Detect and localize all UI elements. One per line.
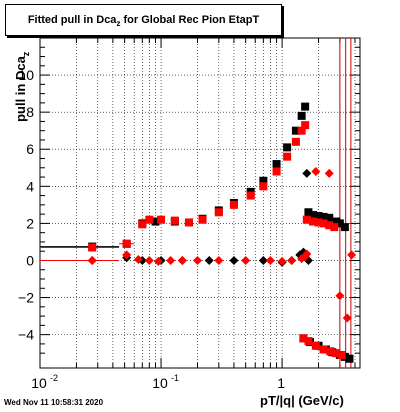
chart-title: Fitted pull in Dcaz for Global Rec Pion … [5, 4, 282, 36]
data-point-square [330, 223, 339, 232]
data-point-square [319, 219, 328, 228]
data-point-square [319, 212, 328, 221]
data-point-square [297, 111, 306, 120]
data-point-diamond [87, 255, 97, 265]
y-tick-label: 8 [26, 104, 34, 120]
data-point-square [151, 217, 160, 226]
data-point-diamond [311, 166, 321, 176]
data-point-diamond [133, 255, 143, 265]
data-point-diamond [324, 168, 334, 178]
data-point-diamond [277, 256, 287, 266]
data-point-diamond [177, 255, 187, 265]
data-point-diamond [342, 313, 352, 323]
data-point-diamond [214, 255, 224, 265]
data-point-square [138, 220, 147, 229]
data-point-square [145, 215, 154, 224]
data-point-diamond [335, 291, 345, 301]
y-tick-label: 0 [26, 252, 34, 268]
data-point-square [122, 239, 131, 248]
data-point-diamond [265, 255, 275, 265]
data-point-square [291, 137, 300, 146]
data-point-square [304, 337, 313, 346]
data-point-square [301, 102, 310, 111]
data-point-square [335, 219, 344, 228]
plot-frame [39, 37, 361, 369]
timestamp: Wed Nov 11 10:58:31 2020 [4, 398, 104, 407]
data-point-square [291, 126, 300, 135]
data-point-square [301, 121, 310, 130]
data-point-square [304, 208, 313, 217]
data-point-square [302, 215, 311, 224]
x-tick-label-exponent: -1 [171, 373, 179, 383]
data-point-square [259, 176, 268, 185]
data-point-diamond [166, 255, 176, 265]
data-point-square [325, 213, 334, 222]
x-tick-label: 1 [277, 375, 285, 391]
data-point-diamond [302, 249, 312, 259]
data-point-square [337, 351, 346, 360]
data-point-diamond [241, 255, 251, 265]
y-tick-label: 6 [26, 141, 34, 157]
y-tick-label: 2 [26, 215, 34, 231]
data-point-diamond [258, 255, 268, 265]
data-point-square [272, 160, 281, 169]
data-point-square [309, 217, 318, 226]
data-point-diamond [192, 255, 202, 265]
x-tick-label: 10 [152, 375, 168, 391]
data-point-square [283, 152, 292, 161]
data-point-square [184, 218, 193, 227]
data-point-square [345, 354, 354, 363]
data-point-square [88, 243, 97, 252]
data-point-square [157, 215, 166, 224]
data-point-square [332, 349, 341, 358]
data-point-square [214, 208, 223, 217]
data-point-square [198, 215, 207, 224]
data-point-square [299, 334, 308, 343]
y-tick-label: −2 [18, 290, 34, 306]
data-point-square [325, 221, 334, 230]
data-point-square [319, 345, 328, 354]
data-point-diamond [229, 255, 239, 265]
y-tick-label: 10 [18, 67, 34, 83]
data-point-square [326, 347, 335, 356]
data-point-diamond [302, 168, 312, 178]
data-point-diamond [153, 256, 163, 266]
data-point-square [229, 200, 238, 209]
data-point-square [283, 143, 292, 152]
data-point-square [246, 191, 255, 200]
y-tick-label: −4 [18, 327, 34, 343]
x-tick-label-exponent: -2 [50, 373, 58, 383]
data-point-square [311, 341, 320, 350]
x-tick-label: 10 [31, 375, 47, 391]
data-point-square [309, 211, 318, 220]
data-point-square [314, 211, 323, 220]
data-point-square [259, 182, 268, 191]
data-point-diamond [204, 255, 214, 265]
x-axis-label: pT/|q| (GeV/c) [260, 393, 344, 408]
y-tick-label: 4 [26, 178, 34, 194]
y-axis-label: pull in Dcaz [13, 51, 31, 122]
data-point-diamond [122, 250, 132, 260]
data-point-square [314, 218, 323, 227]
data-point-diamond [347, 250, 357, 260]
data-point-diamond [287, 255, 297, 265]
data-point-diamond [144, 255, 154, 265]
data-point-square [340, 223, 349, 232]
data-point-square [170, 216, 179, 225]
data-point-square [272, 167, 281, 176]
data-point-square [297, 126, 306, 135]
